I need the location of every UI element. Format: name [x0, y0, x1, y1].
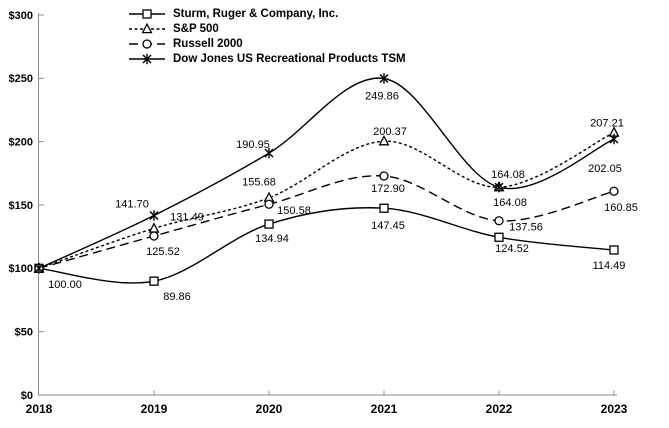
svg-text:$150: $150	[9, 200, 33, 212]
svg-text:164.08: 164.08	[491, 169, 525, 181]
legend-star-marker-icon	[129, 53, 165, 64]
legend-square-marker-icon	[129, 8, 165, 19]
svg-text:134.94: 134.94	[255, 233, 289, 245]
legend-triangle-marker-icon	[129, 22, 165, 33]
svg-text:$100: $100	[9, 263, 33, 275]
svg-text:124.52: 124.52	[495, 243, 529, 255]
svg-text:2022: 2022	[486, 402, 513, 416]
legend-label-russell-2000: Russell 2000	[173, 37, 243, 50]
svg-text:$50: $50	[15, 327, 33, 339]
legend-item-sturm-ruger: Sturm, Ruger & Company, Inc.	[128, 6, 406, 21]
svg-text:89.86: 89.86	[163, 291, 191, 303]
legend-label-sturm-ruger: Sturm, Ruger & Company, Inc.	[173, 7, 339, 20]
svg-text:2020: 2020	[256, 402, 283, 416]
svg-text:249.86: 249.86	[365, 90, 399, 102]
svg-text:2023: 2023	[601, 402, 628, 416]
legend-item-dow-jones-tsm: Dow Jones US Recreational Products TSM	[128, 51, 406, 66]
svg-text:$0: $0	[21, 390, 33, 402]
svg-text:200.37: 200.37	[373, 126, 407, 138]
svg-text:125.52: 125.52	[146, 246, 180, 258]
svg-text:207.21: 207.21	[590, 117, 624, 129]
svg-text:147.45: 147.45	[371, 220, 405, 232]
svg-text:141.70: 141.70	[115, 198, 149, 210]
svg-text:172.90: 172.90	[371, 183, 405, 195]
legend-label-dow-jones-tsm: Dow Jones US Recreational Products TSM	[173, 52, 406, 65]
svg-text:$250: $250	[9, 73, 33, 85]
svg-text:155.68: 155.68	[242, 177, 276, 189]
legend-label-sp500: S&P 500	[173, 22, 219, 35]
svg-text:$200: $200	[9, 137, 33, 149]
svg-text:137.56: 137.56	[509, 222, 543, 234]
svg-text:100.00: 100.00	[48, 279, 82, 291]
svg-text:2018: 2018	[26, 402, 53, 416]
svg-text:114.49: 114.49	[593, 260, 626, 272]
svg-text:2021: 2021	[371, 402, 398, 416]
svg-text:160.85: 160.85	[604, 202, 638, 214]
chart-legend: Sturm, Ruger & Company, Inc. S&P 500 Rus…	[128, 6, 406, 66]
svg-text:190.95: 190.95	[236, 139, 270, 151]
legend-circle-marker-icon	[129, 38, 165, 49]
svg-text:$300: $300	[9, 10, 33, 22]
svg-text:202.05: 202.05	[588, 163, 622, 175]
svg-text:164.08: 164.08	[493, 197, 527, 209]
legend-item-russell-2000: Russell 2000	[128, 36, 406, 51]
svg-text:131.49: 131.49	[170, 211, 204, 223]
svg-text:150.58: 150.58	[277, 205, 311, 217]
legend-item-sp500: S&P 500	[128, 21, 406, 36]
svg-text:2019: 2019	[141, 402, 168, 416]
